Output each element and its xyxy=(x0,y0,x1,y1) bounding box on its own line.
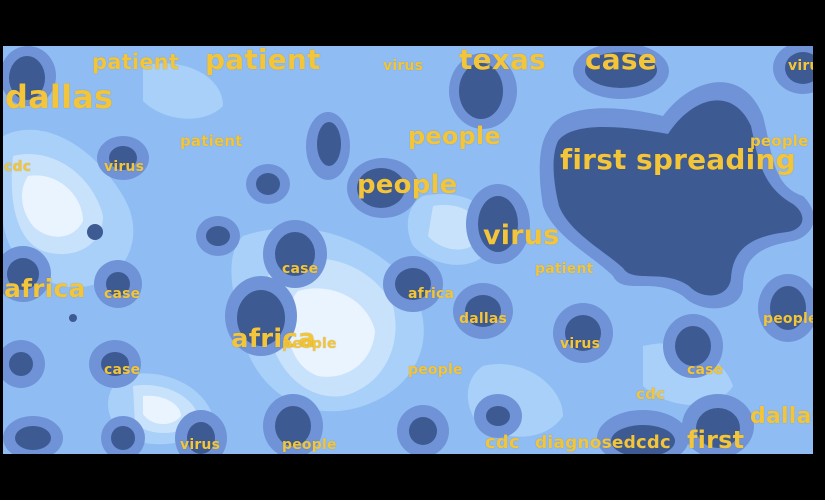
word-label: case xyxy=(104,362,141,378)
word-label: people xyxy=(282,437,337,453)
word-label: case xyxy=(104,286,141,302)
core xyxy=(87,224,103,240)
core xyxy=(565,315,601,351)
word-label: first xyxy=(687,426,745,454)
core xyxy=(553,100,803,296)
core xyxy=(9,56,45,100)
core xyxy=(9,352,33,376)
core xyxy=(785,52,813,84)
word-label: dallas xyxy=(750,404,813,429)
lightest-region xyxy=(21,175,83,237)
core xyxy=(69,314,77,322)
core xyxy=(256,173,280,195)
word-label: case xyxy=(585,46,657,76)
core xyxy=(111,426,135,450)
word-label: virus xyxy=(104,159,145,175)
core xyxy=(275,232,315,276)
word-label: cdc xyxy=(4,159,32,175)
word-label: cdc xyxy=(636,432,671,453)
word-label: case xyxy=(687,362,724,378)
core xyxy=(106,272,130,296)
lightest-regions xyxy=(21,175,375,425)
word-label: africa xyxy=(408,286,455,302)
core xyxy=(478,196,518,252)
core xyxy=(696,408,740,448)
word-label: virus xyxy=(560,336,601,352)
lightest-region xyxy=(143,395,181,425)
word-label: africa xyxy=(4,274,86,303)
word-label: people xyxy=(357,170,458,200)
core-regions xyxy=(7,52,813,454)
word-label: patient xyxy=(535,261,594,277)
core xyxy=(187,422,215,454)
density-contours xyxy=(3,46,813,454)
core xyxy=(109,146,137,170)
word-label: cdc xyxy=(485,432,520,453)
word-label: people xyxy=(408,122,501,150)
word-label: first xyxy=(560,143,627,176)
word-label: diagnosed xyxy=(535,433,637,453)
core xyxy=(275,406,311,446)
word-density-map: patient patient virus texas case virus d… xyxy=(3,46,813,454)
core xyxy=(486,406,510,426)
core xyxy=(15,426,51,450)
core xyxy=(585,52,657,88)
word-label: dallas xyxy=(459,311,508,327)
word-label: virus xyxy=(788,58,813,74)
word-label: people xyxy=(763,311,813,327)
lightest-region xyxy=(287,288,375,377)
word-label: spreading xyxy=(636,143,796,176)
word-label: patient xyxy=(92,50,180,74)
core xyxy=(675,326,711,366)
word-label: case xyxy=(282,261,319,277)
core xyxy=(465,295,501,327)
core xyxy=(395,268,431,300)
word-label: cdc xyxy=(636,385,666,403)
light-region xyxy=(143,63,223,119)
word-label: patient xyxy=(205,46,321,76)
word-label: patient xyxy=(180,132,243,150)
word-label: virus xyxy=(180,437,221,453)
word-label: texas xyxy=(459,46,546,76)
word-label: people xyxy=(408,362,463,378)
core xyxy=(7,258,39,290)
core xyxy=(770,286,806,330)
core xyxy=(317,122,341,166)
core xyxy=(206,226,230,246)
core xyxy=(237,290,285,346)
core xyxy=(459,63,503,119)
word-label: people xyxy=(282,336,337,352)
core xyxy=(611,425,675,454)
word-label: virus xyxy=(483,220,560,251)
core xyxy=(357,168,405,208)
word-label: virus xyxy=(383,58,424,74)
core xyxy=(409,417,437,445)
word-label: africa xyxy=(231,324,316,354)
word-label: people xyxy=(750,132,809,150)
word-label: dallas xyxy=(5,78,114,116)
core xyxy=(101,352,129,376)
